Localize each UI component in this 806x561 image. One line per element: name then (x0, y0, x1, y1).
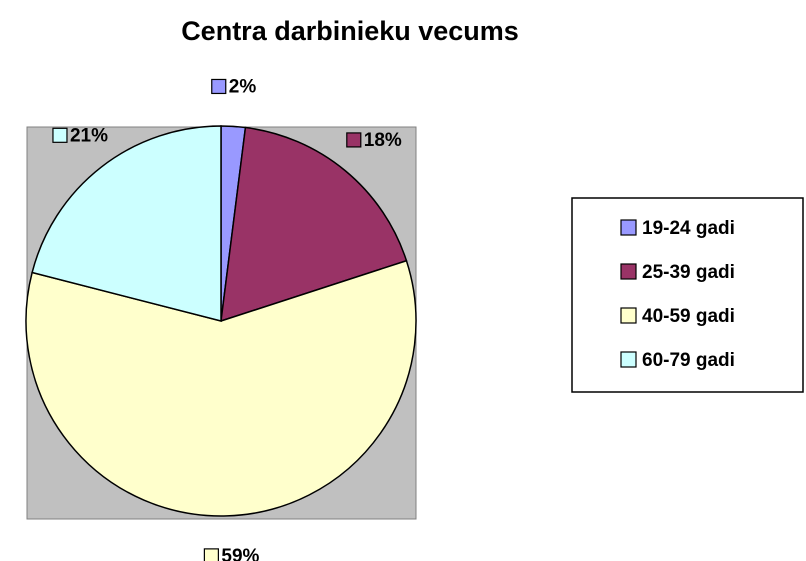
chart-title: Centra darbinieku vecums (181, 16, 519, 46)
legend-label: 60-79 gadi (642, 350, 735, 371)
label-key (346, 132, 362, 148)
legend (571, 197, 804, 393)
legend-label: 40-59 gadi (642, 306, 735, 327)
legend-label: 19-24 gadi (642, 218, 735, 239)
pie-slice (25, 259, 417, 517)
legend-key (620, 219, 637, 236)
data-label: 2% (229, 76, 257, 97)
data-label: 18% (364, 130, 402, 151)
label-key (203, 548, 219, 561)
pie-slice (220, 126, 408, 323)
legend-key (620, 307, 637, 324)
data-label: 59% (221, 546, 259, 561)
legend-label: 25-39 gadi (642, 262, 735, 283)
legend-key (620, 351, 637, 368)
data-label: 21% (70, 125, 108, 146)
label-key (52, 127, 68, 143)
pie-slice (31, 125, 222, 322)
legend-key (620, 263, 637, 280)
label-key (211, 78, 227, 95)
